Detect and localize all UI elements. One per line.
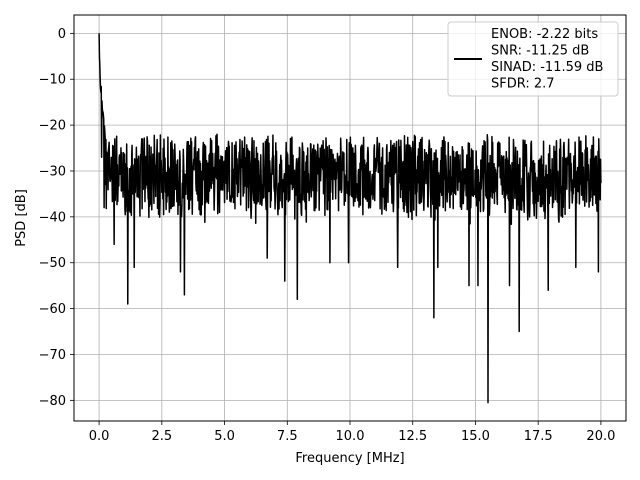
y-tick-label: 0 [58, 27, 66, 42]
y-tick-label: −50 [39, 256, 66, 271]
y-tick-label: −20 [39, 119, 66, 134]
x-axis-label: Frequency [MHz] [295, 451, 404, 466]
x-tick-label: 12.5 [398, 429, 427, 444]
psd-series-line [98, 33, 602, 404]
y-tick-label: −40 [39, 210, 66, 225]
x-tick-label: 7.5 [277, 429, 298, 444]
y-tick-label: −30 [39, 164, 66, 179]
x-tick-label: 5.0 [214, 429, 235, 444]
legend-sinad: SINAD: -11.59 dB [491, 60, 603, 75]
legend-box [447, 21, 619, 97]
legend-enob: ENOB: -2.22 bits [491, 27, 598, 42]
y-tick-label: −80 [39, 394, 66, 409]
legend: ENOB: -2.22 bits SNR: -11.25 dB SINAD: -… [447, 21, 619, 97]
ticks: 0.0 2.5 5.0 7.5 10.0 12.5 15.0 17.5 20.0 0 −10 −20 −… [39, 27, 616, 444]
y-tick-label: −10 [39, 73, 66, 88]
y-tick-label: −70 [39, 348, 66, 363]
x-tick-label: 0.0 [89, 429, 110, 444]
legend-sfdr: SFDR: 2.7 [491, 77, 555, 92]
x-tick-label: 15.0 [461, 429, 490, 444]
x-tick-label: 10.0 [336, 429, 365, 444]
x-tick-label: 2.5 [151, 429, 172, 444]
y-tick-label: −60 [39, 302, 66, 317]
y-axis-label: PSD [dB] [14, 189, 29, 247]
x-tick-label: 17.5 [524, 429, 553, 444]
plot-area [98, 33, 602, 404]
x-tick-label: 20.0 [586, 429, 615, 444]
legend-snr: SNR: -11.25 dB [491, 44, 589, 59]
